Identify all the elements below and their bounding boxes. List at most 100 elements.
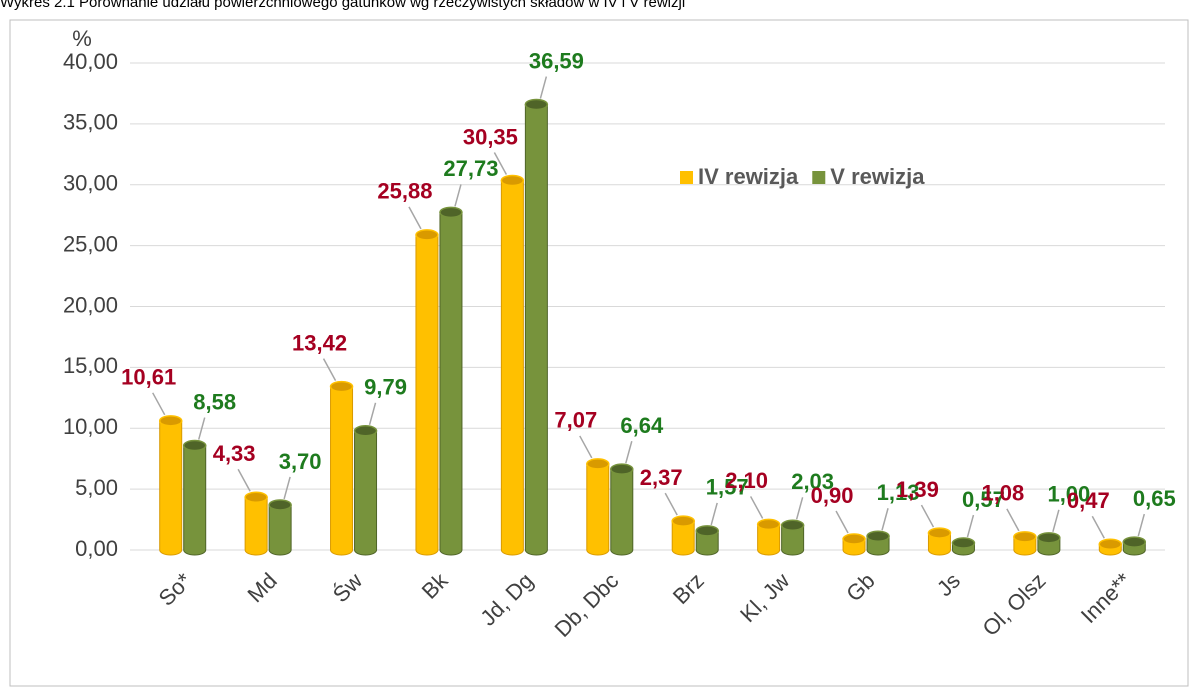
leader-line — [881, 508, 889, 531]
value-label: 1,39 — [896, 477, 939, 502]
value-label: 0,90 — [811, 483, 854, 508]
chart-title: Wykres 2.1 Porównanie udziału powierzchn… — [0, 0, 685, 11]
y-axis-label: % — [72, 26, 92, 51]
bar-cap — [671, 515, 695, 527]
bar-cap — [182, 439, 207, 452]
leader-line — [1052, 509, 1060, 533]
value-label: 9,79 — [364, 375, 407, 400]
leader-line — [625, 440, 633, 464]
bar — [330, 386, 354, 556]
bar — [415, 234, 439, 556]
bar-cap — [586, 458, 610, 470]
value-label: 2,37 — [640, 465, 683, 490]
leader-line — [1137, 513, 1146, 537]
y-tick-label: 30,00 — [63, 171, 118, 196]
chart-frame — [9, 19, 1189, 687]
value-label: 0,47 — [1067, 488, 1110, 513]
value-label: 36,59 — [529, 48, 584, 73]
bar — [439, 211, 463, 556]
value-label: 4,33 — [213, 441, 256, 466]
bar — [183, 445, 207, 556]
value-label: 8,58 — [193, 389, 236, 414]
bar-cap — [842, 533, 866, 545]
legend-swatch — [680, 171, 693, 184]
value-label: 25,88 — [377, 179, 432, 204]
leader-line — [539, 76, 548, 99]
value-label: 1,57 — [706, 475, 749, 500]
leader-line — [579, 435, 593, 459]
bar-cap — [610, 463, 634, 475]
y-tick-label: 15,00 — [63, 353, 118, 378]
legend-label: IV rewizja — [698, 164, 799, 189]
leader-line — [664, 492, 678, 516]
leader-line — [1006, 508, 1020, 532]
leader-line — [795, 497, 804, 520]
value-label: 2,03 — [791, 469, 834, 494]
bar-cap — [866, 530, 890, 542]
bar — [757, 523, 781, 556]
value-label: 27,73 — [443, 156, 498, 181]
value-label: 0,57 — [962, 487, 1005, 512]
bar-cap — [1122, 536, 1147, 548]
leader-line — [966, 514, 975, 538]
bar — [610, 468, 634, 556]
legend-swatch — [812, 171, 826, 184]
y-tick-label: 40,00 — [63, 49, 118, 74]
leader-line — [152, 392, 166, 416]
value-label: 13,42 — [292, 330, 347, 355]
bar-cap — [1013, 531, 1037, 543]
value-label: 1,00 — [1047, 482, 1090, 507]
leader-line — [710, 502, 718, 526]
y-tick-label: 20,00 — [63, 292, 118, 317]
bar-cap — [927, 527, 952, 539]
y-tick-label: 25,00 — [63, 231, 118, 256]
bar-cap — [439, 206, 463, 219]
y-tick-label: 5,00 — [75, 475, 118, 500]
value-label: 10,61 — [121, 365, 176, 390]
bar-cap — [951, 537, 976, 549]
leader-line — [283, 476, 291, 500]
leader-line — [368, 402, 377, 426]
bar — [268, 504, 292, 556]
bar — [671, 520, 695, 556]
bar-cap — [353, 425, 378, 437]
bar-cap — [756, 518, 781, 531]
bar — [586, 463, 610, 556]
value-label: 30,35 — [463, 124, 518, 149]
value-label: 1,08 — [981, 481, 1024, 506]
bar — [244, 496, 268, 556]
bar-cap — [158, 415, 183, 427]
y-tick-label: 35,00 — [63, 110, 118, 135]
leader-line — [322, 358, 337, 381]
bar-cap — [1037, 532, 1061, 544]
value-label: 2,10 — [725, 468, 768, 493]
bar-cap — [524, 98, 549, 111]
leader-line — [237, 468, 251, 492]
value-label: 7,07 — [554, 408, 597, 433]
bar — [159, 420, 183, 556]
value-label: 3,70 — [279, 449, 322, 474]
bar-cap — [244, 491, 268, 504]
value-label: 6,64 — [620, 413, 664, 438]
leader-line — [749, 496, 764, 519]
leader-line — [454, 184, 462, 207]
leader-line — [493, 152, 508, 175]
bar-cap — [695, 525, 719, 537]
y-tick-label: 0,00 — [75, 536, 118, 561]
leader-line — [920, 504, 935, 528]
bar — [781, 524, 805, 556]
bar-cap — [415, 229, 439, 241]
bar — [354, 430, 378, 556]
y-tick-label: 10,00 — [63, 414, 118, 439]
leader-line — [408, 206, 422, 230]
bar-cap — [500, 174, 525, 187]
bar — [524, 104, 548, 556]
value-label: 1,13 — [877, 480, 920, 505]
bar — [695, 530, 719, 556]
leader-line — [1091, 515, 1105, 539]
bar-cap — [268, 499, 292, 511]
bar-cap — [329, 380, 354, 393]
bar-cap — [780, 519, 805, 532]
leader-line — [835, 510, 849, 534]
